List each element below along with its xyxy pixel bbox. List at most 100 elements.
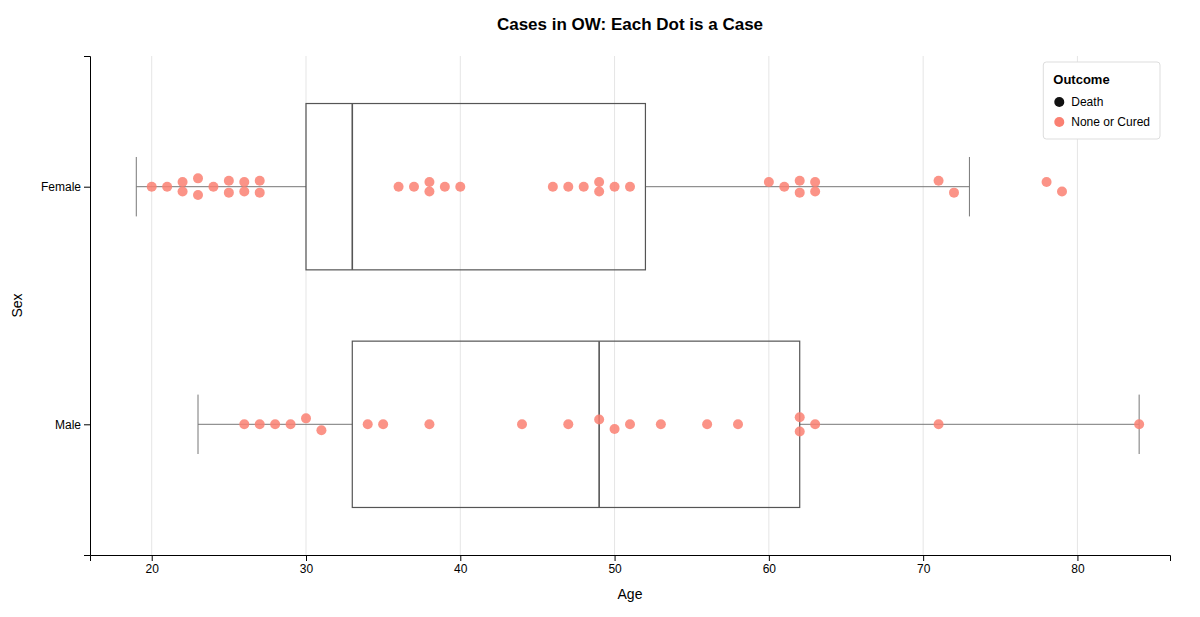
dot bbox=[610, 424, 620, 434]
dots bbox=[147, 173, 1067, 200]
y-axis-title: Sex bbox=[9, 293, 25, 317]
dot bbox=[594, 415, 604, 425]
y-tick: Male bbox=[55, 418, 90, 432]
dot bbox=[239, 186, 249, 196]
x-tick: 20 bbox=[146, 555, 160, 576]
whisker-cap bbox=[198, 395, 199, 454]
box-body bbox=[306, 104, 645, 270]
x-tick-mark bbox=[460, 555, 461, 561]
dot bbox=[656, 419, 666, 429]
dot bbox=[795, 426, 805, 436]
title: Cases in OW: Each Dot is a Case bbox=[497, 15, 763, 34]
dot bbox=[795, 412, 805, 422]
dot bbox=[610, 182, 620, 192]
dot bbox=[949, 188, 959, 198]
dot bbox=[424, 419, 434, 429]
dot bbox=[1134, 419, 1144, 429]
x-axis-title: Age bbox=[618, 586, 643, 602]
whisker bbox=[645, 186, 969, 187]
chart: 20 30 40 50 60 70 80 Male Female Cases in OW: Eac… bbox=[0, 0, 1200, 617]
legend-swatch bbox=[1054, 117, 1064, 127]
grid-line bbox=[151, 56, 152, 555]
y-tick-label: Female bbox=[41, 180, 81, 194]
dot bbox=[424, 177, 434, 187]
x-axis-line bbox=[91, 556, 1171, 562]
box bbox=[136, 104, 969, 270]
dot bbox=[378, 419, 388, 429]
grid-line bbox=[460, 56, 461, 555]
dot bbox=[810, 419, 820, 429]
dot bbox=[440, 182, 450, 192]
dot bbox=[409, 182, 419, 192]
y-axis-line bbox=[84, 57, 91, 556]
legend-frame bbox=[1043, 62, 1160, 139]
x-tick-label: 50 bbox=[608, 562, 622, 576]
dot bbox=[934, 176, 944, 186]
x-tick-label: 60 bbox=[763, 562, 777, 576]
dot bbox=[579, 182, 589, 192]
dot bbox=[594, 177, 604, 187]
plot-area bbox=[136, 104, 1144, 508]
dot bbox=[517, 419, 527, 429]
dot bbox=[316, 425, 326, 435]
x-tick-mark bbox=[923, 555, 924, 561]
dot bbox=[301, 413, 311, 423]
x-tick-mark bbox=[306, 555, 307, 561]
x-tick-label: 40 bbox=[454, 562, 468, 576]
box bbox=[198, 341, 1139, 507]
y-axis: Male Female bbox=[41, 57, 91, 556]
dot bbox=[779, 182, 789, 192]
dot bbox=[193, 173, 203, 183]
grid-line bbox=[614, 56, 615, 555]
dot bbox=[270, 419, 280, 429]
dot bbox=[563, 182, 573, 192]
legend-label: Death bbox=[1071, 95, 1103, 109]
dot bbox=[363, 419, 373, 429]
whisker-cap bbox=[969, 157, 970, 216]
dot bbox=[455, 182, 465, 192]
dot bbox=[208, 182, 218, 192]
dot bbox=[193, 190, 203, 200]
dot bbox=[424, 186, 434, 196]
median-line bbox=[351, 104, 353, 270]
x-tick: 50 bbox=[608, 555, 622, 576]
dot bbox=[162, 182, 172, 192]
legend-swatch bbox=[1054, 97, 1064, 107]
dot bbox=[563, 419, 573, 429]
dots bbox=[239, 412, 1144, 436]
whisker-cap bbox=[136, 157, 137, 216]
x-tick-mark bbox=[152, 555, 153, 561]
x-tick-label: 30 bbox=[300, 562, 314, 576]
dot bbox=[255, 188, 265, 198]
dot bbox=[224, 188, 234, 198]
dot bbox=[702, 419, 712, 429]
dot bbox=[625, 419, 635, 429]
x-tick: 70 bbox=[917, 555, 931, 576]
dot bbox=[178, 186, 188, 196]
dot bbox=[594, 186, 604, 196]
grid-line bbox=[768, 56, 769, 555]
dot bbox=[548, 182, 558, 192]
dot bbox=[255, 176, 265, 186]
dot bbox=[255, 419, 265, 429]
x-tick-label: 80 bbox=[1071, 562, 1085, 576]
grid bbox=[152, 56, 1078, 555]
x-tick-mark bbox=[615, 555, 616, 561]
dot bbox=[224, 176, 234, 186]
whisker bbox=[800, 424, 1139, 425]
dot bbox=[239, 419, 249, 429]
x-tick-mark bbox=[1077, 555, 1078, 561]
dot bbox=[810, 177, 820, 187]
dot bbox=[286, 419, 296, 429]
x-tick-mark bbox=[769, 555, 770, 561]
whisker bbox=[136, 186, 306, 187]
dot bbox=[625, 182, 635, 192]
y-tick: Female bbox=[41, 180, 90, 194]
legend-title: Outcome bbox=[1053, 72, 1109, 87]
x-tick: 80 bbox=[1071, 555, 1085, 576]
dot bbox=[795, 176, 805, 186]
dot bbox=[810, 186, 820, 196]
dot bbox=[934, 419, 944, 429]
dot bbox=[733, 419, 743, 429]
legend: OutcomeDeathNone or Cured bbox=[1043, 62, 1160, 139]
